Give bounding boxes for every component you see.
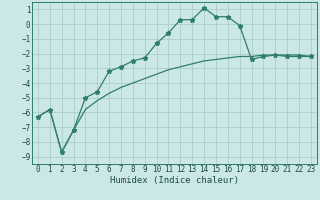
X-axis label: Humidex (Indice chaleur): Humidex (Indice chaleur) (110, 176, 239, 185)
